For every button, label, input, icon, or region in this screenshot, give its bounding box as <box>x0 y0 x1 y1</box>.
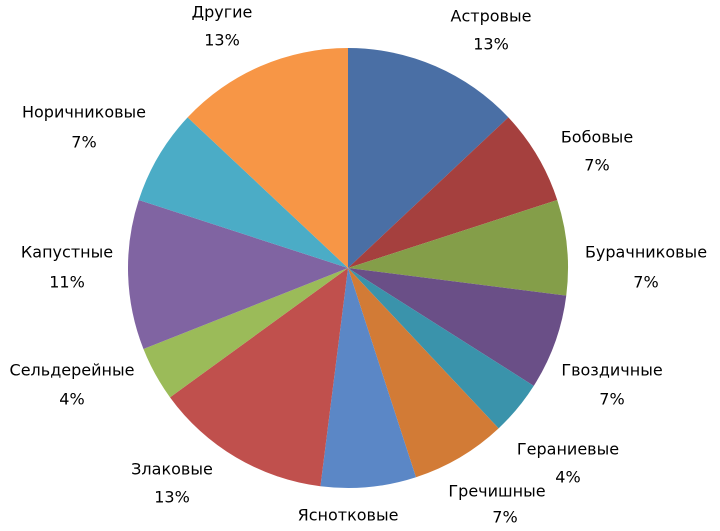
category-label: Гвоздичные <box>561 361 662 380</box>
pie-slice <box>348 117 558 269</box>
category-label: Гречишные <box>448 482 545 501</box>
pie-slice <box>143 268 348 398</box>
pie-slice <box>348 48 509 268</box>
value-label: 11% <box>49 273 85 292</box>
category-label: Норичниковые <box>22 103 146 122</box>
value-label: 7% <box>599 390 624 409</box>
value-label: 7% <box>71 133 96 152</box>
value-label: 7% <box>633 273 658 292</box>
pie-slice <box>170 268 348 487</box>
pie-slice <box>138 117 348 269</box>
pie-slice <box>348 268 567 386</box>
pie-slice <box>348 200 568 296</box>
category-label: Бобовые <box>561 128 633 147</box>
value-label: 13% <box>154 488 190 507</box>
category-label: Злаковые <box>131 460 213 479</box>
pie-slice <box>348 268 499 478</box>
category-label: Сельдерейные <box>10 361 135 380</box>
value-label: 7% <box>492 508 517 527</box>
category-label: Яснотковые <box>298 506 399 525</box>
value-label: 7% <box>584 156 609 175</box>
category-label: Капустные <box>21 243 113 262</box>
category-label: Другие <box>192 3 253 22</box>
category-label: Бурачниковые <box>585 243 707 262</box>
category-label: Гераниевые <box>517 440 619 459</box>
value-label: 13% <box>473 35 509 54</box>
category-label: Астровые <box>451 7 532 26</box>
value-label: 13% <box>204 31 240 50</box>
pie-slice <box>348 268 534 429</box>
pie-slice <box>320 268 416 488</box>
pie-slice <box>187 48 348 268</box>
value-label: 4% <box>59 390 84 409</box>
value-label: 4% <box>555 468 580 487</box>
pie-slice <box>127 200 348 349</box>
